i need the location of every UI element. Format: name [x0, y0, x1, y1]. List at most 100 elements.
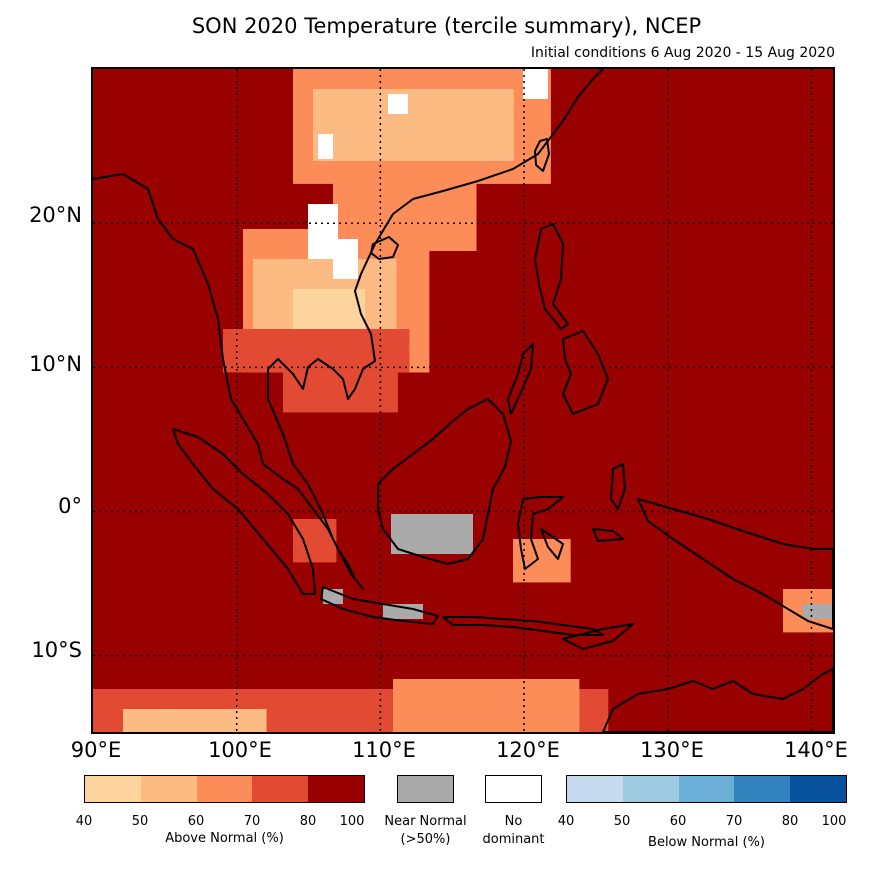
prob-cell [278, 703, 294, 719]
below-normal-label: Below Normal (%) [648, 835, 765, 850]
prob-cell [293, 83, 308, 99]
prob-cell [413, 89, 428, 104]
prob-cell [307, 533, 323, 549]
prob-cell [271, 243, 287, 259]
below-swatch-0 [567, 776, 623, 802]
prob-cell [236, 689, 251, 704]
prob-cell [350, 703, 366, 719]
prob-cell [421, 679, 437, 694]
prob-cell [498, 146, 514, 161]
prob-cell [336, 689, 351, 704]
above-tick-80: 80 [299, 814, 317, 829]
prob-cell [311, 383, 327, 399]
below-swatch-1 [622, 776, 679, 802]
below-swatch-4 [790, 776, 846, 802]
prob-cell [414, 329, 430, 344]
prob-cell [293, 547, 308, 563]
no-dominant-swatch [485, 775, 542, 803]
above-tick-50: 50 [131, 814, 149, 829]
prob-cell [321, 289, 337, 304]
prob-cell [381, 259, 397, 274]
lat-label-0: 0° [58, 494, 82, 518]
coastline-java [320, 586, 439, 625]
prob-cell [313, 103, 328, 119]
prob-cell [208, 709, 224, 724]
prob-cell [325, 369, 341, 384]
prob-cell [484, 103, 500, 119]
prob-cell [294, 357, 310, 373]
prob-cell [237, 343, 253, 359]
prob-cell [357, 229, 373, 244]
prob-cell [498, 89, 514, 104]
prob-cell [253, 259, 268, 274]
prob-cell [321, 717, 337, 732]
prob-cell [498, 103, 514, 119]
prob-cell [484, 131, 500, 147]
prob-cell [278, 689, 294, 704]
prob-cell [386, 229, 401, 244]
near-normal-cell [391, 514, 473, 554]
prob-cell [293, 97, 308, 113]
prob-cell [407, 679, 423, 694]
prob-cell [237, 709, 253, 724]
prob-cell [404, 179, 420, 194]
prob-cell [507, 707, 523, 723]
prob-cell [470, 89, 486, 104]
prob-cell [441, 89, 457, 104]
prob-cell [280, 329, 295, 344]
prob-cell [237, 357, 253, 373]
prob-cell [364, 69, 380, 84]
below-tick-100: 100 [821, 814, 847, 829]
prob-cell [593, 689, 609, 704]
prob-cell [414, 257, 430, 273]
prob-cell [441, 146, 457, 161]
prob-cell [194, 709, 210, 724]
prob-cell [400, 286, 416, 301]
prob-cell [123, 709, 138, 724]
prob-cell [308, 343, 324, 359]
chart-title: SON 2020 Temperature (tercile summary), … [191, 14, 702, 38]
prob-cell [421, 707, 437, 723]
prob-cell [293, 289, 308, 304]
below-swatch-2 [678, 776, 735, 802]
above-swatch-1 [140, 776, 197, 802]
prob-cell [293, 126, 308, 141]
prob-cell [265, 343, 281, 359]
prob-cell [265, 329, 281, 344]
lon-label-140e: 140°E [784, 738, 848, 762]
prob-cell [527, 539, 543, 554]
prob-cell [355, 131, 371, 147]
prob-cell [413, 146, 428, 161]
prob-cell [285, 229, 301, 244]
prob-cell [381, 316, 397, 331]
prob-cell [367, 301, 383, 317]
prob-cell [521, 111, 537, 127]
prob-cell [337, 329, 353, 344]
prob-cell [393, 693, 408, 709]
prob-cell [436, 69, 451, 84]
prob-cell [470, 146, 486, 161]
prob-cell [478, 721, 494, 732]
prob-cell [251, 329, 267, 344]
prob-cell [414, 300, 430, 316]
prob-cell [450, 693, 465, 709]
prob-cell [325, 397, 341, 413]
prob-cell [383, 369, 398, 384]
above-normal-label: Above Normal (%) [165, 831, 284, 846]
prob-cell [347, 193, 363, 209]
prob-cell [243, 243, 258, 259]
prob-cell [367, 259, 383, 274]
prob-cell [414, 271, 430, 287]
above-tick-70: 70 [243, 814, 261, 829]
prob-cell [307, 703, 323, 719]
prob-cell [311, 369, 327, 384]
prob-cell [107, 689, 123, 704]
prob-cell [341, 89, 357, 104]
prob-cell [507, 679, 523, 694]
lon-label-120e: 120°E [496, 738, 560, 762]
below-swatch-3 [734, 776, 791, 802]
prob-cell [321, 69, 337, 84]
prob-cell [441, 117, 457, 133]
prob-cell [433, 221, 448, 237]
prob-cell [350, 717, 366, 732]
